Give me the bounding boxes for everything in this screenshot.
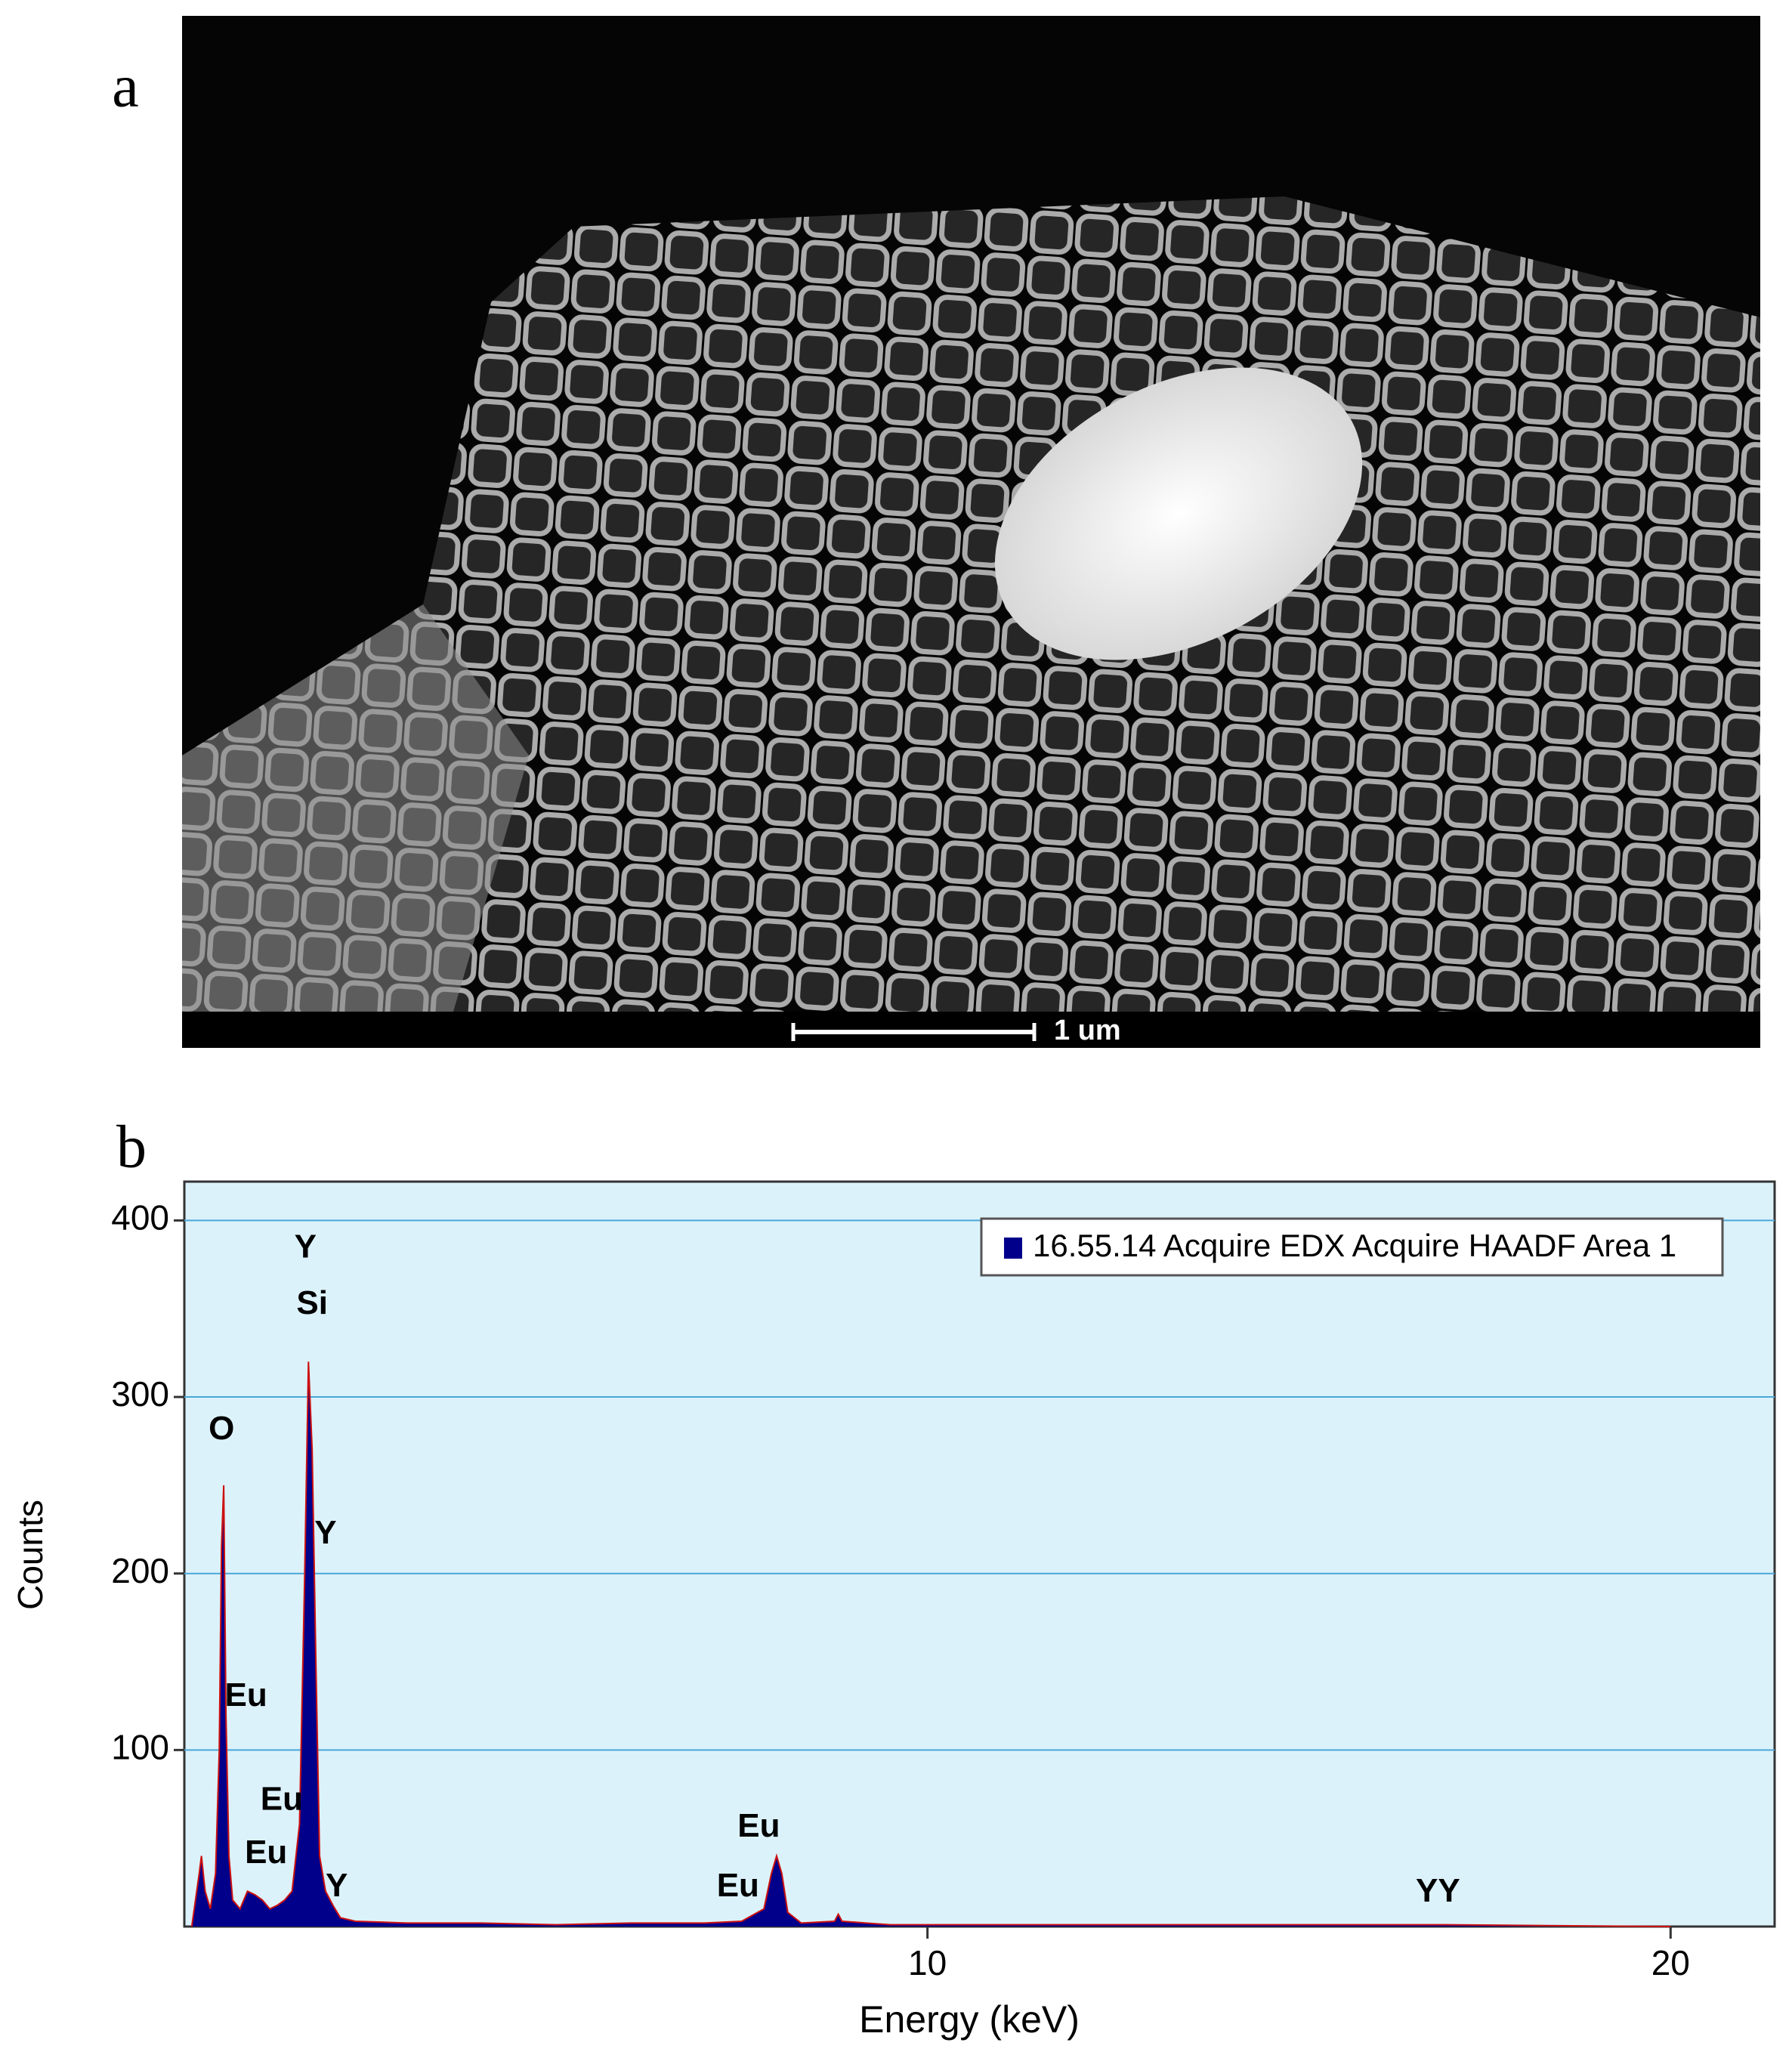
peak-label: Eu	[261, 1781, 303, 1818]
x-axis-title: Energy (keV)	[859, 1998, 1080, 2041]
legend-swatch	[1004, 1238, 1022, 1259]
peak-label: Y	[326, 1867, 348, 1904]
legend-box	[980, 1217, 1724, 1277]
y-tick-label: 100	[111, 1728, 169, 1767]
peak-label: Eu	[245, 1834, 287, 1871]
x-tick-label: 10	[908, 1943, 947, 1982]
panel-label: a	[112, 53, 139, 119]
panel-label: b	[116, 1114, 147, 1180]
y-tick-label: 400	[111, 1198, 169, 1238]
y-tick-label: 300	[111, 1374, 169, 1414]
peak-label: Eu	[737, 1807, 780, 1844]
y-tick-label: 200	[111, 1551, 169, 1590]
y-axis-title: Counts	[11, 1500, 50, 1610]
peak-label: Y	[314, 1514, 336, 1551]
peak-label: Eu	[225, 1676, 267, 1713]
legend-label: 16.55.14 Acquire EDX Acquire HAADF Area …	[1033, 1228, 1676, 1263]
micrograph: 1 um	[182, 16, 1760, 1048]
peak-label: YY	[1416, 1872, 1460, 1909]
peak-label: Si	[296, 1284, 328, 1321]
peak-label: O	[209, 1410, 234, 1447]
plot-area	[183, 1180, 1776, 1928]
spectrum	[190, 1361, 1671, 1927]
x-tick-label: 20	[1651, 1943, 1690, 1982]
peak-label: Eu	[717, 1867, 759, 1904]
scale-bar-label: 1 um	[1054, 1015, 1121, 1046]
peak-label: Y	[295, 1228, 317, 1265]
